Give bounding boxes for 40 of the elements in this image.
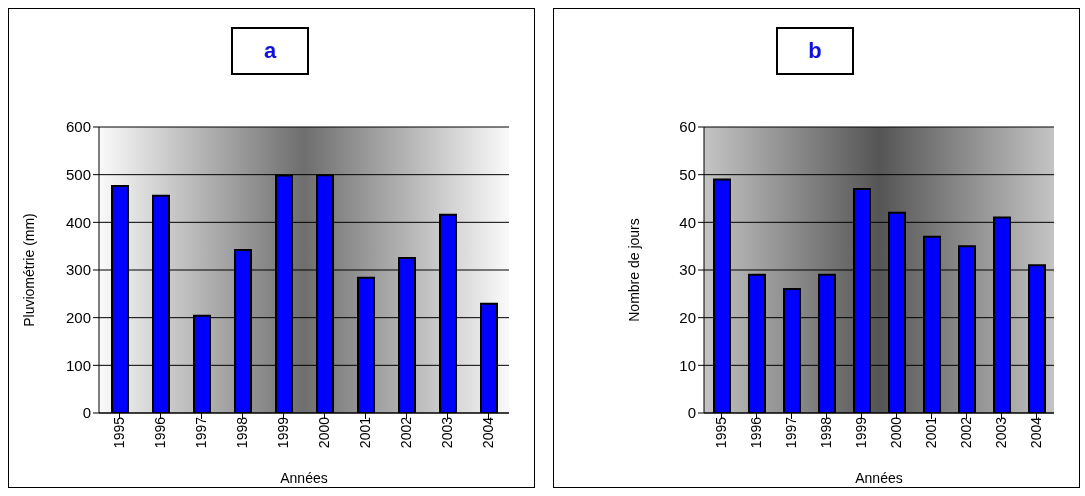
y-tick-label: 50 [679,165,696,183]
y-tick-label: 100 [65,356,91,374]
x-tick-label: 2000 [316,416,333,449]
y-tick-label: 600 [65,118,91,136]
y-tick-label: 20 [679,308,696,326]
x-tick-label: 1998 [234,416,251,449]
x-tick-label: 1997 [783,416,800,449]
y-tick-label: 40 [679,213,696,231]
x-tick-label: 1999 [853,416,870,449]
y-tick-label: 30 [679,261,696,279]
y-tick-label: 0 [687,404,696,422]
y-tick-label: 400 [65,213,91,231]
y-tick-label: 200 [65,308,91,326]
y-axis-title: Pluviométrie (mm) [20,213,37,327]
x-tick-label: 1995 [713,416,730,449]
x-tick-label: 2004 [1028,416,1045,449]
x-tick-label: 2001 [357,416,374,449]
x-tick-label: 1996 [152,416,169,449]
y-tick-label: 300 [65,261,91,279]
chart-title: b [776,27,854,75]
x-tick-label: 2002 [958,416,975,449]
x-axis-title: Années [280,470,328,486]
x-tick-label: 2003 [439,416,456,449]
x-tick-label: 2000 [888,416,905,449]
x-tick-label: 1998 [818,416,835,449]
x-tick-label: 2003 [993,416,1010,449]
x-tick-label: 1999 [275,416,292,449]
x-tick-label: 1997 [193,416,210,449]
y-tick-label: 10 [679,356,696,374]
x-tick-label: 1995 [111,416,128,449]
y-tick-label: 60 [679,118,696,136]
x-tick-label: 2002 [398,416,415,449]
y-tick-label: 500 [65,165,91,183]
x-axis-title: Années [855,470,903,486]
y-tick-label: 0 [82,404,91,422]
x-tick-label: 1996 [748,416,765,449]
y-axis-title: Nombre de jours [625,218,642,322]
chart-title: a [231,27,309,75]
x-tick-label: 2001 [923,416,940,449]
x-tick-label: 2004 [480,416,497,449]
